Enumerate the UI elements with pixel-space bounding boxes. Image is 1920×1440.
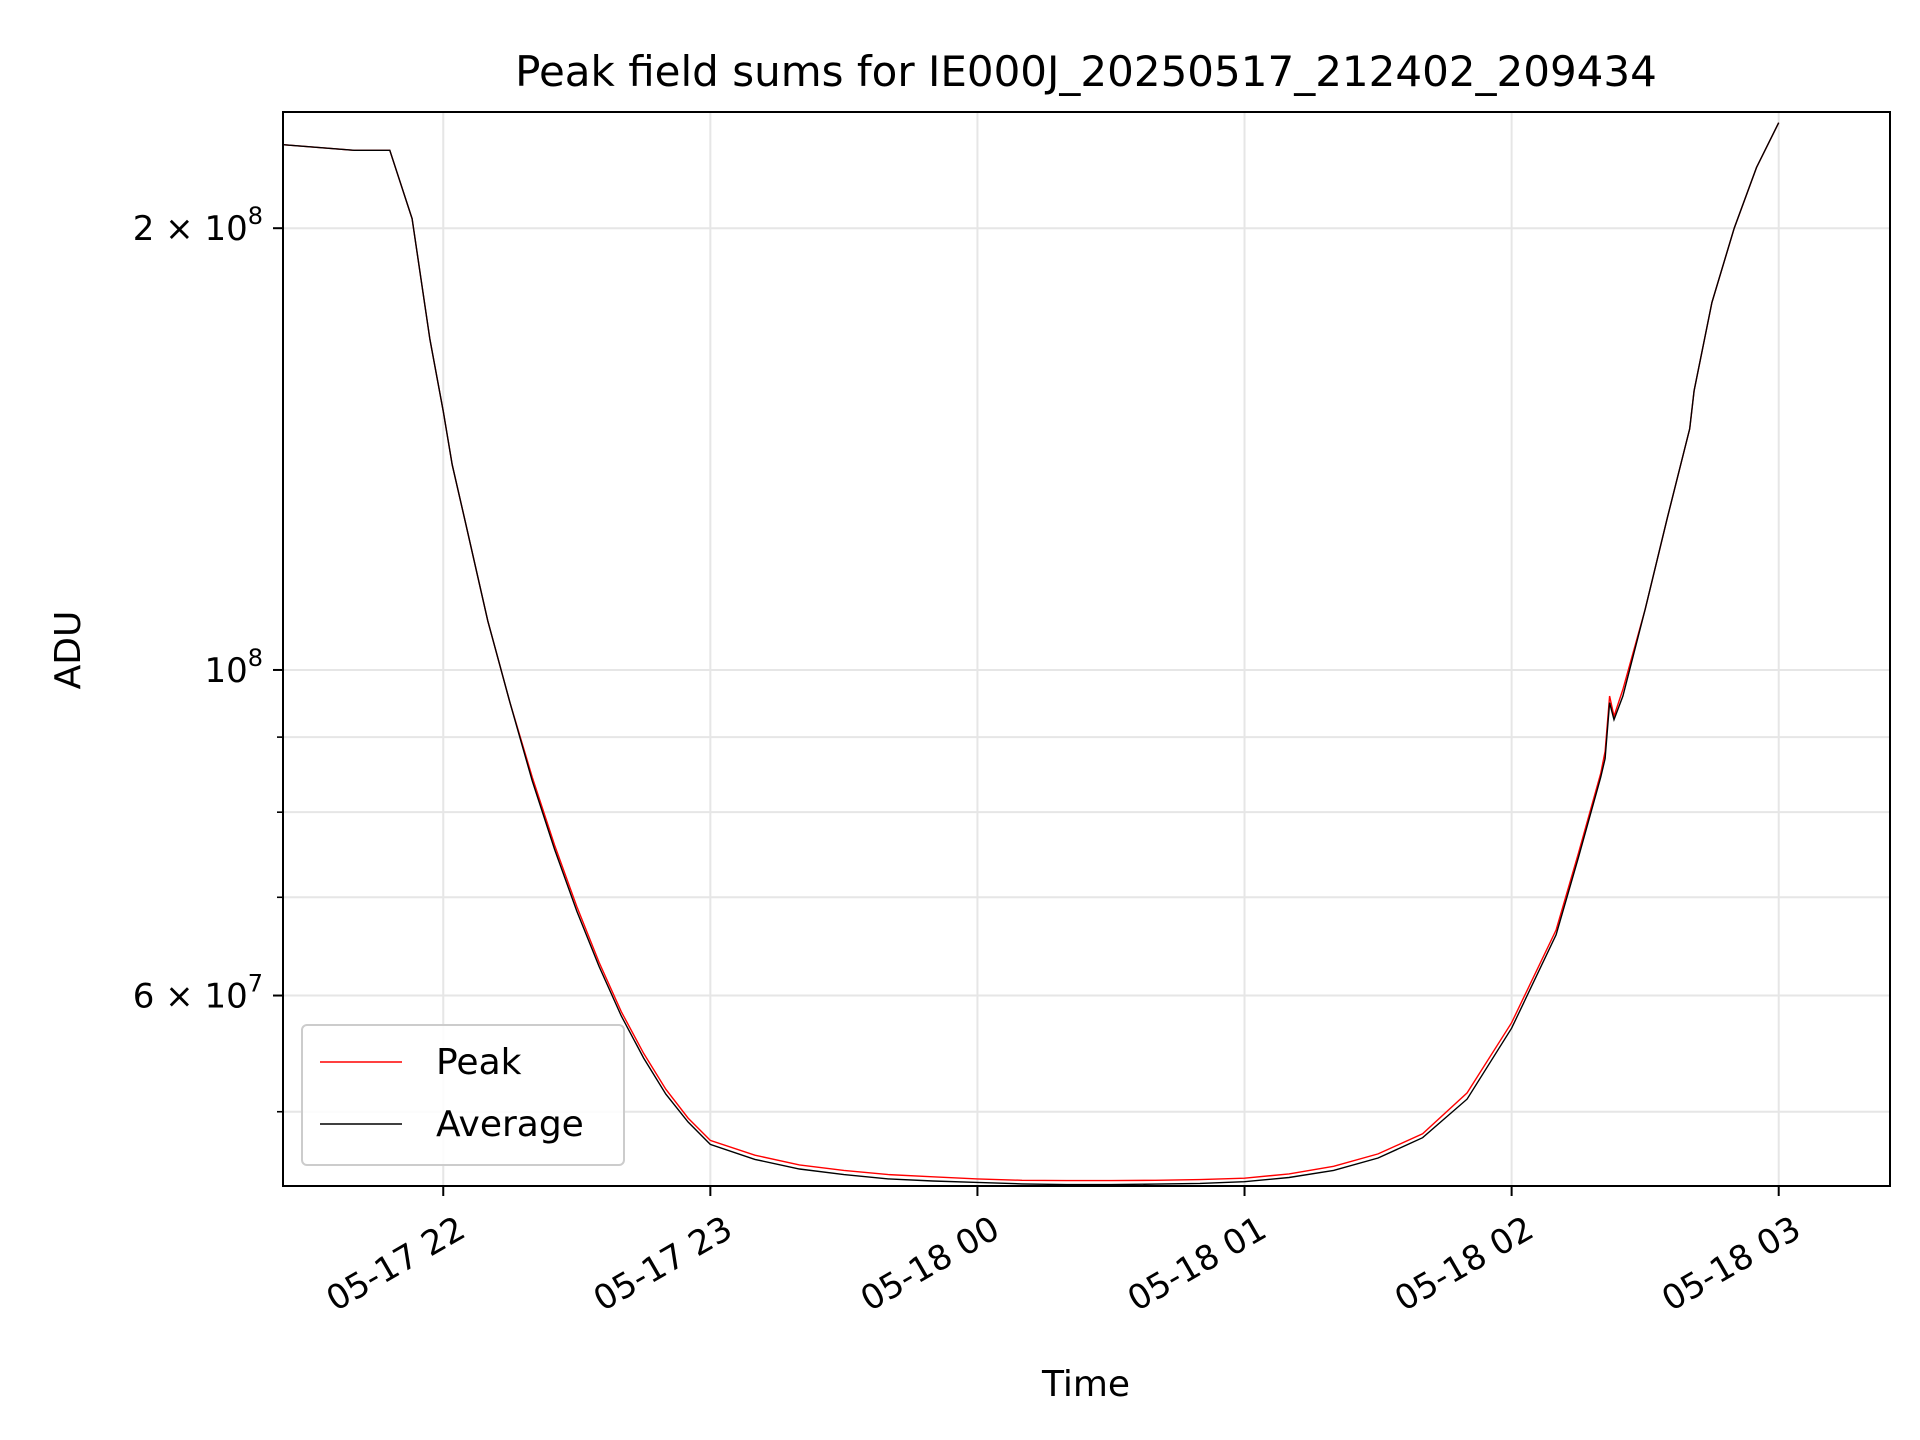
y-tick-base: 2 × 10: [133, 209, 248, 249]
plot-area: [283, 122, 1780, 1186]
y-axis-label: ADU: [48, 611, 89, 690]
legend-label-average: Average: [436, 1104, 584, 1145]
x-tick-label: 05-18 01: [1121, 1209, 1273, 1320]
x-tick-label: 05-17 22: [320, 1209, 472, 1320]
y-tick-base: 6 × 10: [133, 977, 248, 1017]
y-tick-base: 10: [204, 651, 247, 691]
plot-frame: [282, 111, 1891, 1187]
x-tick-label: 05-18 02: [1388, 1209, 1540, 1320]
chart-title: Peak field sums for IE000J_20250517_2124…: [515, 47, 1657, 96]
legend-label-peak: Peak: [436, 1042, 522, 1083]
x-tick-label: 05-18 00: [854, 1209, 1006, 1320]
y-tick-label: 108: [204, 644, 263, 691]
y-tick-exponent: 7: [248, 970, 263, 998]
y-tick-exponent: 8: [248, 202, 263, 230]
x-axis: 05-17 22 05-17 23 05-18 00 05-18 01 05-18 02…: [320, 1186, 1808, 1320]
y-tick-label: 6 × 107: [133, 970, 263, 1017]
x-axis-label: Time: [1041, 1364, 1130, 1405]
legend: Peak Average: [301, 1024, 625, 1166]
grid: [283, 112, 1890, 1186]
y-tick-label: 2 × 108: [133, 202, 263, 249]
x-tick-label: 05-18 03: [1655, 1209, 1807, 1320]
series-line-average: [283, 122, 1780, 1186]
y-tick-exponent: 8: [248, 644, 263, 672]
x-tick-label: 05-17 23: [587, 1209, 739, 1320]
legend-box: [301, 1024, 625, 1166]
series-line-peak: [283, 122, 1780, 1182]
